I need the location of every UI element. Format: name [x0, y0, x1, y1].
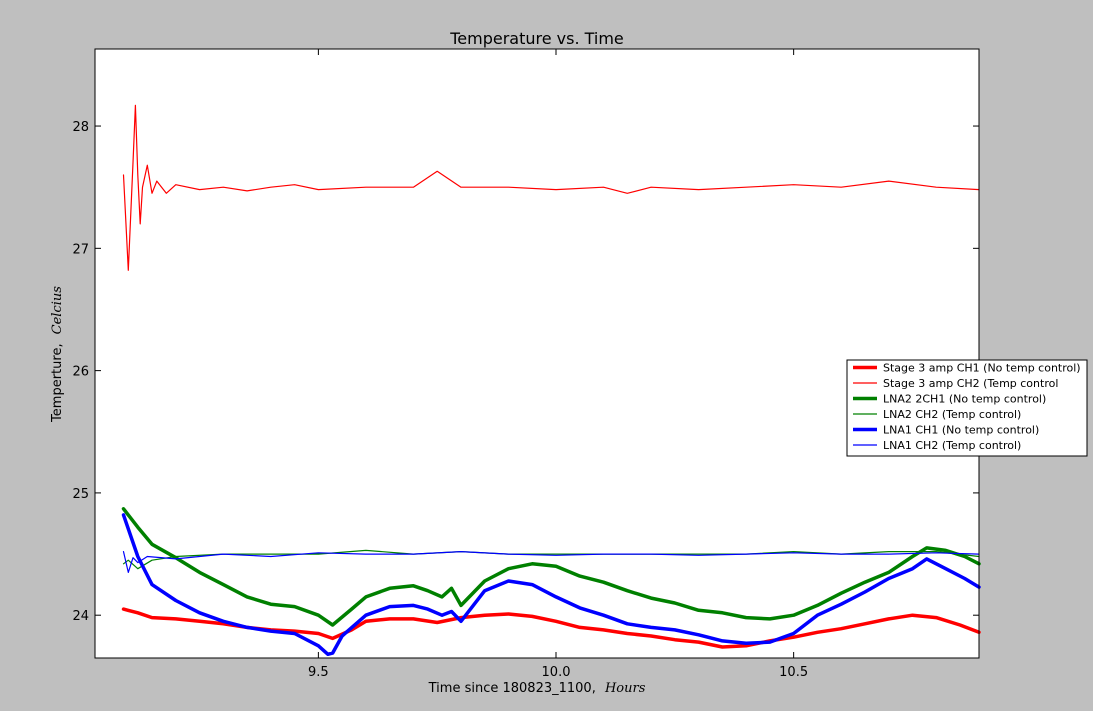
legend-label: Stage 3 amp CH1 (No temp control) [883, 362, 1081, 375]
series-line-2 [122, 104, 980, 271]
y-axis-label: Temperture, Celcius [46, 286, 65, 423]
x-tick-label: 9.5 [308, 665, 329, 680]
x-tick-label: 10.5 [779, 665, 808, 680]
x-axis-label-text: Time since 180823_1100, [428, 681, 596, 696]
legend: Stage 3 amp CH1 (No temp control) Stage 3… [846, 359, 1088, 457]
y-tick-label: 28 [72, 120, 89, 135]
plot-frame [94, 48, 980, 659]
series-line-5 [121, 513, 981, 657]
legend-label: Stage 3 amp CH2 (Temp control [883, 377, 1058, 390]
y-tick-label: 27 [72, 242, 89, 257]
tick-layer: 9.5 10.0 10.5 24 25 26 27 28 [72, 49, 979, 680]
legend-label: LNA1 CH2 (Temp control) [883, 439, 1021, 452]
legend-label: LNA2 2CH1 (No temp control) [883, 393, 1046, 406]
y-tick-label: 26 [72, 365, 89, 380]
legend-label: LNA2 CH2 (Temp control) [883, 408, 1021, 421]
legend-box [846, 359, 1088, 457]
series-layer [121, 104, 981, 657]
x-axis-label-unit: Hours [604, 681, 646, 696]
x-tick-label: 10.0 [542, 665, 571, 680]
y-tick-label: 24 [72, 609, 89, 624]
y-tick-label: 25 [72, 487, 89, 502]
plot-area [95, 49, 979, 658]
legend-label: LNA1 CH1 (No temp control) [883, 424, 1039, 437]
x-axis-label: Time since 180823_1100, Hours [428, 677, 646, 696]
series-line-3 [121, 507, 981, 627]
series-line-6 [122, 551, 980, 573]
chart-title: Temperature vs. Time [449, 29, 624, 48]
y-axis-label-text: Temperture, [50, 343, 65, 423]
y-axis-label-unit: Celcius [50, 286, 65, 335]
